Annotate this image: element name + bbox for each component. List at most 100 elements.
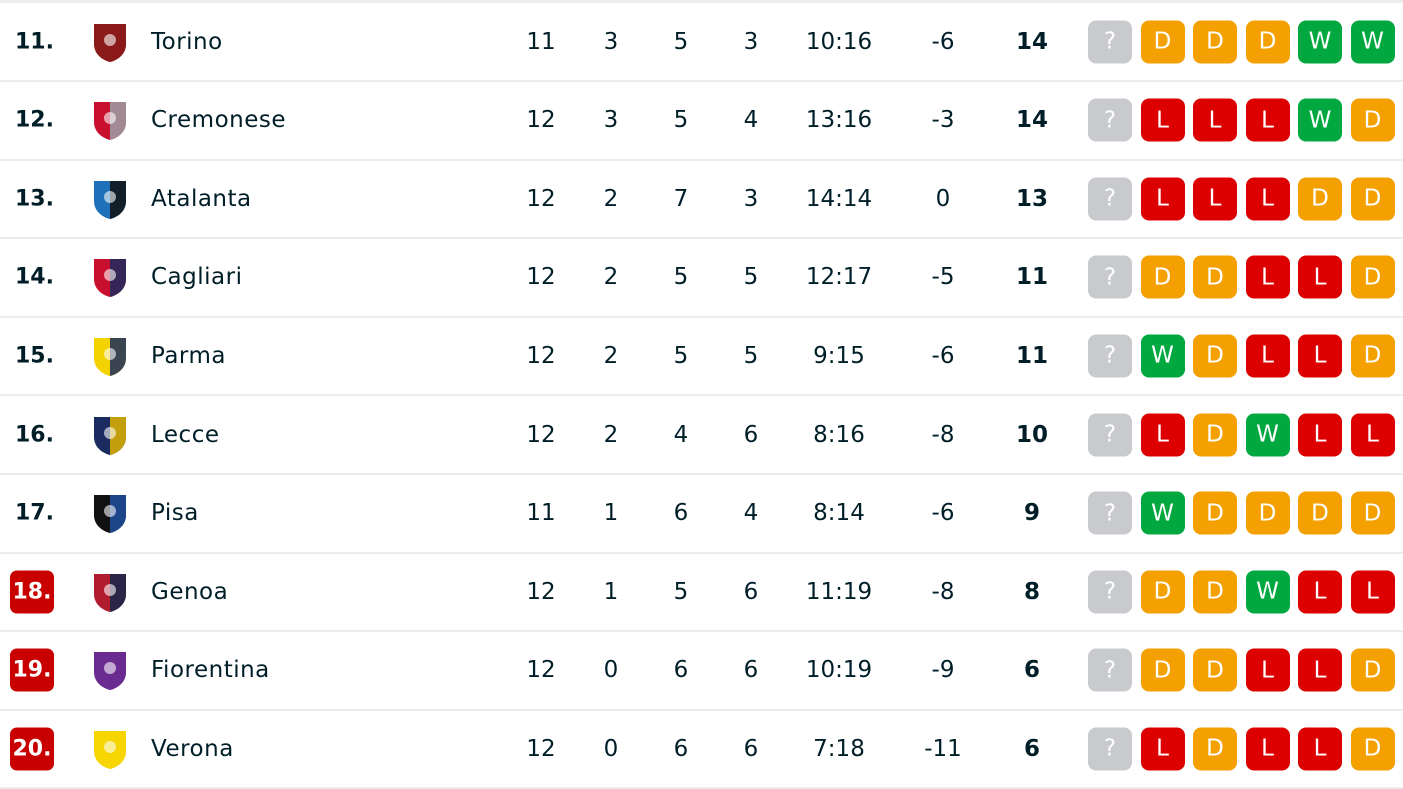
form-badge[interactable]: L: [1245, 255, 1290, 299]
form-badge[interactable]: D: [1298, 177, 1342, 221]
form-guide: ? D D W L L: [1088, 570, 1395, 614]
mp-value: 11: [526, 500, 556, 527]
team-name[interactable]: Cremonese: [151, 107, 286, 134]
goals-value: 12:17: [805, 264, 873, 291]
table-row[interactable]: 16. Lecce 12 2 4 6 8:16 -8 10? L D W L L: [0, 396, 1403, 475]
form-badge[interactable]: W: [1298, 98, 1342, 142]
form-badge[interactable]: L: [1350, 570, 1395, 614]
form-badge[interactable]: D: [1193, 20, 1237, 63]
form-badge[interactable]: L: [1245, 648, 1290, 692]
rank-badge: 18.: [10, 570, 54, 614]
form-badge[interactable]: D: [1350, 98, 1395, 142]
form-badge[interactable]: L: [1298, 255, 1342, 299]
form-badge[interactable]: W: [1350, 20, 1395, 63]
form-badge[interactable]: L: [1298, 334, 1342, 378]
table-row[interactable]: 11. Torino 11 3 5 3 10:16 -6 14? D D D W W: [0, 3, 1403, 82]
form-badge[interactable]: L: [1140, 727, 1185, 771]
form-guide: ? L L L D D: [1088, 177, 1395, 221]
table-row[interactable]: 14. Cagliari 12 2 5 5 12:17 -5 11? D D L L D: [0, 239, 1403, 318]
form-badge[interactable]: D: [1193, 413, 1237, 456]
form-badge[interactable]: L: [1140, 98, 1185, 142]
form-badge[interactable]: L: [1298, 570, 1342, 614]
table-row[interactable]: 18. Genoa 12 1 5 6 11:19 -8 8? D D W L L: [0, 553, 1403, 633]
form-badge[interactable]: ?: [1088, 334, 1132, 378]
goals-value: 8:16: [813, 421, 865, 448]
team-name[interactable]: Fiorentina: [151, 657, 270, 684]
form-badge[interactable]: ?: [1088, 491, 1132, 535]
form-badge[interactable]: L: [1245, 98, 1290, 142]
team-name[interactable]: Cagliari: [151, 264, 243, 291]
form-badge[interactable]: L: [1140, 413, 1185, 456]
form-badge[interactable]: L: [1298, 648, 1342, 692]
form-badge[interactable]: D: [1193, 491, 1237, 535]
gd-value: -6: [931, 342, 955, 369]
form-badge[interactable]: D: [1140, 648, 1185, 692]
l-value: 4: [743, 107, 759, 134]
form-badge[interactable]: D: [1350, 491, 1395, 535]
table-row[interactable]: 19. Fiorentina 12 0 6 6 10:19 -9 6? D D L L D: [0, 632, 1403, 711]
form-badge[interactable]: L: [1350, 413, 1395, 456]
gd-value: -8: [931, 578, 955, 605]
gd-value: -11: [924, 735, 962, 762]
form-badge[interactable]: D: [1350, 727, 1395, 771]
pts-value: 8: [1023, 578, 1041, 605]
form-badge[interactable]: D: [1298, 491, 1342, 535]
form-badge[interactable]: D: [1140, 255, 1185, 299]
team-name[interactable]: Verona: [151, 735, 234, 762]
team-logo-icon: [94, 495, 126, 534]
form-badge[interactable]: ?: [1088, 570, 1132, 614]
form-badge[interactable]: L: [1245, 177, 1290, 221]
form-badge[interactable]: L: [1140, 177, 1185, 221]
form-badge[interactable]: D: [1193, 570, 1237, 614]
pts-value: 14: [1015, 107, 1049, 134]
form-badge[interactable]: D: [1193, 334, 1237, 378]
team-name[interactable]: Atalanta: [151, 185, 252, 212]
form-badge[interactable]: W: [1245, 570, 1290, 614]
l-value: 5: [743, 264, 759, 291]
form-badge[interactable]: D: [1140, 570, 1185, 614]
table-row[interactable]: 13. Atalanta 12 2 7 3 14:14 0 13? L L L D D: [0, 160, 1403, 240]
form-badge[interactable]: D: [1193, 727, 1237, 771]
w-value: 2: [603, 421, 619, 448]
form-badge[interactable]: D: [1350, 177, 1395, 221]
form-badge[interactable]: ?: [1088, 648, 1132, 692]
table-row[interactable]: 20. Verona 12 0 6 6 7:18 -11 6? L D L L D: [0, 710, 1403, 789]
mp-value: 12: [526, 735, 556, 762]
form-badge[interactable]: D: [1350, 255, 1395, 299]
form-badge[interactable]: D: [1245, 491, 1290, 535]
form-badge[interactable]: L: [1298, 413, 1342, 456]
form-badge[interactable]: ?: [1088, 413, 1132, 456]
table-row[interactable]: 17. Pisa 11 1 6 4 8:14 -6 9? W D D D D: [0, 475, 1403, 554]
form-badge[interactable]: W: [1140, 334, 1185, 378]
form-badge[interactable]: D: [1193, 255, 1237, 299]
team-name[interactable]: Lecce: [151, 421, 220, 448]
form-badge[interactable]: L: [1193, 98, 1237, 142]
form-badge[interactable]: ?: [1088, 20, 1132, 63]
team-name[interactable]: Pisa: [151, 500, 199, 527]
form-badge[interactable]: D: [1350, 334, 1395, 378]
rank-badge: 14.: [15, 264, 54, 290]
team-logo-icon: [94, 259, 126, 298]
form-badge[interactable]: L: [1245, 727, 1290, 771]
form-badge[interactable]: ?: [1088, 727, 1132, 771]
gd-value: 0: [935, 185, 951, 212]
form-badge[interactable]: L: [1298, 727, 1342, 771]
form-badge[interactable]: D: [1245, 20, 1290, 63]
form-badge[interactable]: W: [1140, 491, 1185, 535]
form-badge[interactable]: L: [1245, 334, 1290, 378]
form-badge[interactable]: ?: [1088, 98, 1132, 142]
table-row[interactable]: 15. Parma 12 2 5 5 9:15 -6 11? W D L L D: [0, 317, 1403, 397]
table-row[interactable]: 12. Cremonese 12 3 5 4 13:16 -3 14? L L L W D: [0, 82, 1403, 161]
form-badge[interactable]: D: [1140, 20, 1185, 63]
form-badge[interactable]: ?: [1088, 255, 1132, 299]
form-badge[interactable]: D: [1193, 648, 1237, 692]
form-badge[interactable]: L: [1193, 177, 1237, 221]
team-name[interactable]: Parma: [151, 342, 226, 369]
form-badge[interactable]: W: [1245, 413, 1290, 456]
form-badge[interactable]: ?: [1088, 177, 1132, 221]
form-badge[interactable]: W: [1298, 20, 1342, 63]
w-value: 2: [603, 264, 619, 291]
team-name[interactable]: Torino: [151, 28, 223, 55]
team-name[interactable]: Genoa: [151, 578, 229, 605]
form-badge[interactable]: D: [1350, 648, 1395, 692]
